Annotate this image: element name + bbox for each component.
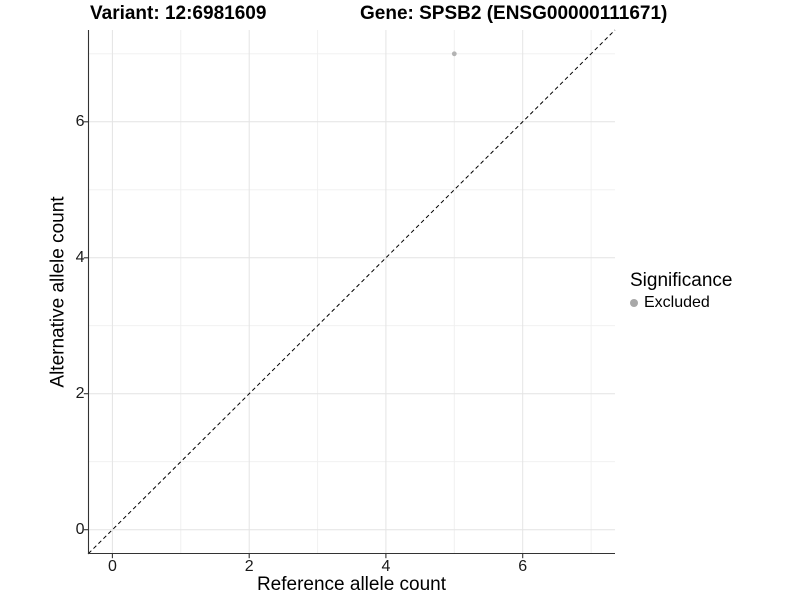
x-tick-label: 2 — [244, 557, 254, 575]
x-tick-label: 6 — [518, 557, 528, 575]
y-tick-label: 0 — [75, 521, 85, 539]
x-axis-title: Reference allele count — [256, 574, 447, 595]
x-tick-label: 4 — [381, 557, 391, 575]
legend-item: Excluded — [630, 293, 732, 312]
legend-point-icon — [630, 298, 638, 307]
legend-title: Significance — [630, 270, 733, 291]
y-axis-title: Alternative allele count — [47, 196, 69, 388]
legend-item-label: Excluded — [644, 294, 710, 311]
variant-title: Variant: 12:6981609 — [90, 3, 267, 24]
identity-line — [88, 29, 616, 554]
gene-title: Gene: SPSB2 (ENSG00000111671) — [360, 3, 668, 24]
y-tick-label: 2 — [75, 385, 85, 403]
x-tick-label: 0 — [107, 557, 117, 575]
legend-items: Excluded — [630, 293, 732, 312]
legend: Significance Excluded — [630, 270, 732, 312]
y-tick-label: 6 — [75, 113, 85, 131]
y-tick-label: 4 — [75, 249, 85, 267]
data-point — [451, 51, 457, 57]
